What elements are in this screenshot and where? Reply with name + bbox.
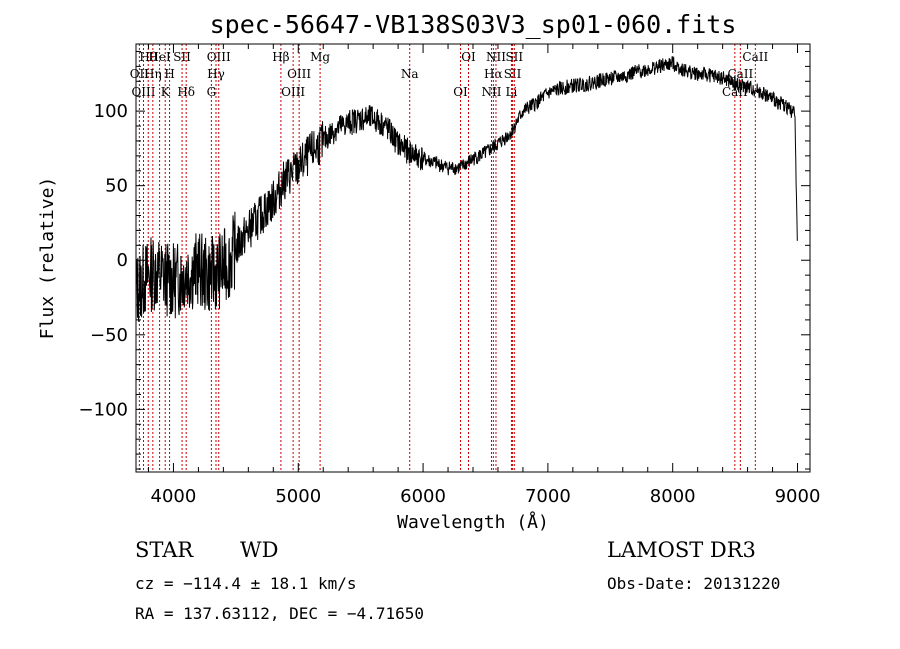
spectral-line-label: H <box>164 67 174 81</box>
spectral-line-label: NII <box>481 85 501 99</box>
observation-date: Obs-Date: 20131220 <box>607 574 781 593</box>
x-tick-label: 9000 <box>775 486 821 507</box>
y-tick-label: 50 <box>105 176 128 197</box>
spectral-line-label: Li <box>506 85 518 99</box>
spectrum-line <box>135 56 798 322</box>
chart-title: spec-56647-VB138S03V3_sp01-060.fits <box>210 10 737 39</box>
y-tick-label: −100 <box>79 399 128 420</box>
survey-label: LAMOST DR3 <box>607 538 756 562</box>
spectral-line-label: SII <box>173 50 191 64</box>
coordinates: RA = 137.63112, DEC = −4.71650 <box>135 604 424 623</box>
spectral-line-label: K <box>161 85 171 99</box>
x-tick-label: 7000 <box>525 486 571 507</box>
spectral-line-label: SII <box>505 50 523 64</box>
spectral-line-label: G <box>207 85 217 99</box>
spectrum-chart: spec-56647-VB138S03V3_sp01-060.fitsHθOII… <box>37 10 821 533</box>
y-tick-label: 0 <box>117 250 128 271</box>
x-tick-label: 4000 <box>151 486 197 507</box>
redshift-velocity: cz = −114.4 ± 18.1 km/s <box>135 574 357 593</box>
x-tick-label: 6000 <box>400 486 446 507</box>
object-subclass: WD <box>240 538 279 562</box>
y-axis-label: Flux (relative) <box>37 177 58 340</box>
spectral-line-label: CaII <box>742 50 768 64</box>
spectral-line-label: OIII <box>287 67 311 81</box>
spectral-line-label: OIII <box>207 50 231 64</box>
x-axis-label: Wavelength (Å) <box>397 511 549 533</box>
spectral-line-label: Hγ <box>207 67 225 81</box>
spectral-line-label: SII <box>504 67 522 81</box>
object-class: STAR <box>135 538 194 562</box>
x-tick-label: 5000 <box>275 486 321 507</box>
spectral-line-label: OI <box>453 85 468 99</box>
y-tick-label: 100 <box>94 101 128 122</box>
y-tick-label: −50 <box>90 325 128 346</box>
spectral-line-label: OI <box>461 50 476 64</box>
spectral-line-label: NII <box>486 50 506 64</box>
spectral-line-label: Mg <box>310 50 330 64</box>
spectral-line-label: OII <box>130 67 150 81</box>
spectral-line-label: Hβ <box>272 50 289 64</box>
spectral-line-label: Na <box>401 67 419 81</box>
spectral-line-label: HeI <box>148 50 171 64</box>
spectral-line-label: Hα <box>484 67 503 81</box>
x-tick-label: 8000 <box>650 486 696 507</box>
spectral-line-label: Hδ <box>177 85 195 99</box>
spectral-line-label: CaII <box>727 67 753 81</box>
spectral-line-label: Hη <box>144 67 162 81</box>
spectral-line-label: OIII <box>281 85 305 99</box>
spectral-line-label: OIII <box>131 85 155 99</box>
